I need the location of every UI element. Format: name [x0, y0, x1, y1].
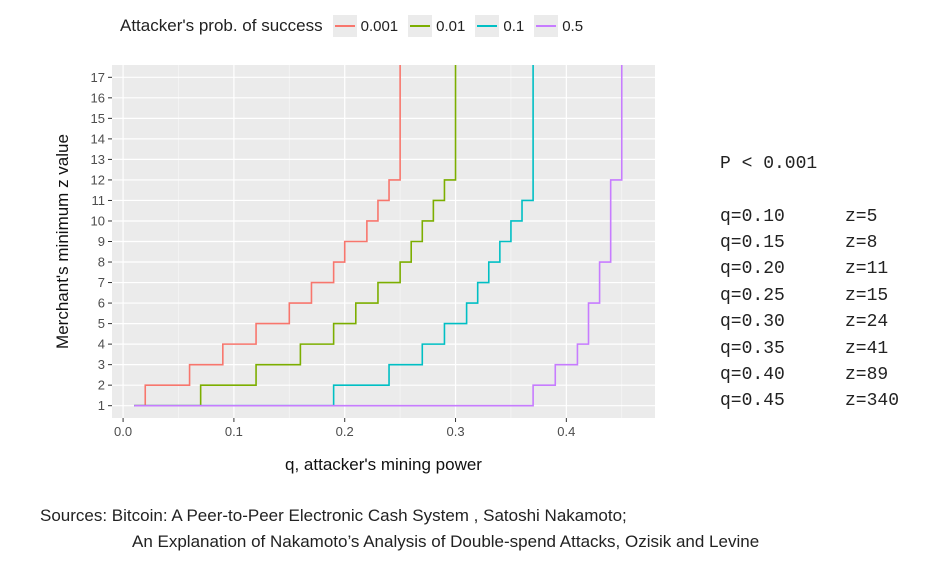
- table-row: q=0.40 z=89: [720, 362, 899, 388]
- table-z-value: z=5: [845, 206, 878, 227]
- table-q-value: q=0.20: [720, 259, 785, 280]
- y-tick-label: 16: [91, 90, 105, 105]
- y-tick-label: 9: [98, 234, 105, 249]
- x-tick-label: 0.1: [225, 424, 243, 439]
- legend-key: [475, 15, 500, 37]
- table-q-value: q=0.15: [720, 233, 785, 254]
- table-z-value: z=340: [845, 391, 900, 412]
- x-tick-label: 0.4: [557, 424, 575, 439]
- table-row: q=0.20 z=11: [720, 256, 899, 282]
- table-q-value: q=0.25: [720, 285, 785, 306]
- table-z-value: z=41: [845, 338, 889, 359]
- legend-label: 0.5: [562, 17, 584, 35]
- y-tick-label: 5: [98, 316, 105, 331]
- y-tick-label: 8: [98, 255, 105, 270]
- table-row: q=0.35 z=41: [720, 336, 899, 362]
- chart-legend: Attacker's prob. of success 0.001 0.01 0.1…: [120, 12, 593, 40]
- legend-key: [408, 15, 433, 37]
- y-tick-label: 14: [91, 131, 105, 146]
- y-tick-label: 2: [98, 378, 105, 393]
- sources-line-1: Sources: Bitcoin: A Peer-to-Peer Electro…: [40, 506, 627, 525]
- legend-item-0.001: 0.001: [332, 15, 399, 37]
- series-line-0.01: [134, 65, 457, 407]
- legend-key: [534, 15, 559, 37]
- table-q-value: q=0.40: [720, 365, 785, 386]
- table-z-value: z=24: [845, 312, 889, 333]
- table-row: q=0.30 z=24: [720, 309, 899, 335]
- table-z-value: z=15: [845, 285, 889, 306]
- y-tick-label: 6: [98, 296, 105, 311]
- table-z-value: z=11: [845, 259, 889, 280]
- table-q-value: q=0.10: [720, 206, 785, 227]
- y-tick-label: 4: [98, 337, 105, 352]
- legend-item-0.5: 0.5: [534, 15, 583, 37]
- table-z-value: z=8: [845, 233, 878, 254]
- legend-item-0.1: 0.1: [475, 15, 524, 37]
- table-z-value: z=89: [845, 365, 889, 386]
- legend-label: 0.01: [436, 17, 466, 35]
- series-line-0.001: [134, 65, 401, 407]
- y-tick-label: 13: [91, 152, 105, 167]
- y-tick-label: 10: [91, 213, 105, 228]
- table-row: q=0.10 z=5: [720, 204, 899, 230]
- series-line-0.1: [134, 65, 534, 407]
- y-tick-label: 12: [91, 172, 105, 187]
- table-q-value: q=0.45: [720, 391, 785, 412]
- legend-title: Attacker's prob. of success: [120, 16, 323, 35]
- table-row: q=0.45 z=340: [720, 388, 899, 414]
- legend-label: 0.001: [360, 17, 399, 35]
- table-row: q=0.15 z=8: [720, 230, 899, 256]
- x-tick-label: 0.3: [446, 424, 464, 439]
- sources-text: Sources: Bitcoin: A Peer-to-Peer Electro…: [40, 503, 759, 555]
- series-line-0.5: [134, 65, 623, 407]
- legend-item-0.01: 0.01: [408, 15, 465, 37]
- table-row: q=0.25 z=15: [720, 283, 899, 309]
- y-tick-label: 15: [91, 111, 105, 126]
- sources-line-2: An Explanation of Nakamoto’s Analysis of…: [132, 532, 760, 551]
- x-axis-title: q, attacker's mining power: [285, 455, 482, 474]
- y-tick-label: 7: [98, 275, 105, 290]
- x-tick-label: 0.2: [336, 424, 354, 439]
- y-tick-label: 11: [92, 193, 106, 208]
- table-header: P < 0.001: [720, 153, 818, 174]
- z-value-table: P < 0.001 q=0.10 z=5 q=0.15 z=8 q=0.20 z=11 q=…: [720, 98, 899, 415]
- table-q-value: q=0.35: [720, 338, 785, 359]
- y-tick-label: 17: [91, 70, 105, 85]
- y-tick-label: 3: [98, 357, 105, 372]
- legend-key: [332, 15, 357, 37]
- x-tick-label: 0.0: [114, 424, 132, 439]
- table-q-value: q=0.30: [720, 312, 785, 333]
- y-tick-label: 1: [98, 398, 105, 413]
- legend-label: 0.1: [503, 17, 525, 35]
- y-axis-title: Merchant's minimum z value: [53, 134, 72, 349]
